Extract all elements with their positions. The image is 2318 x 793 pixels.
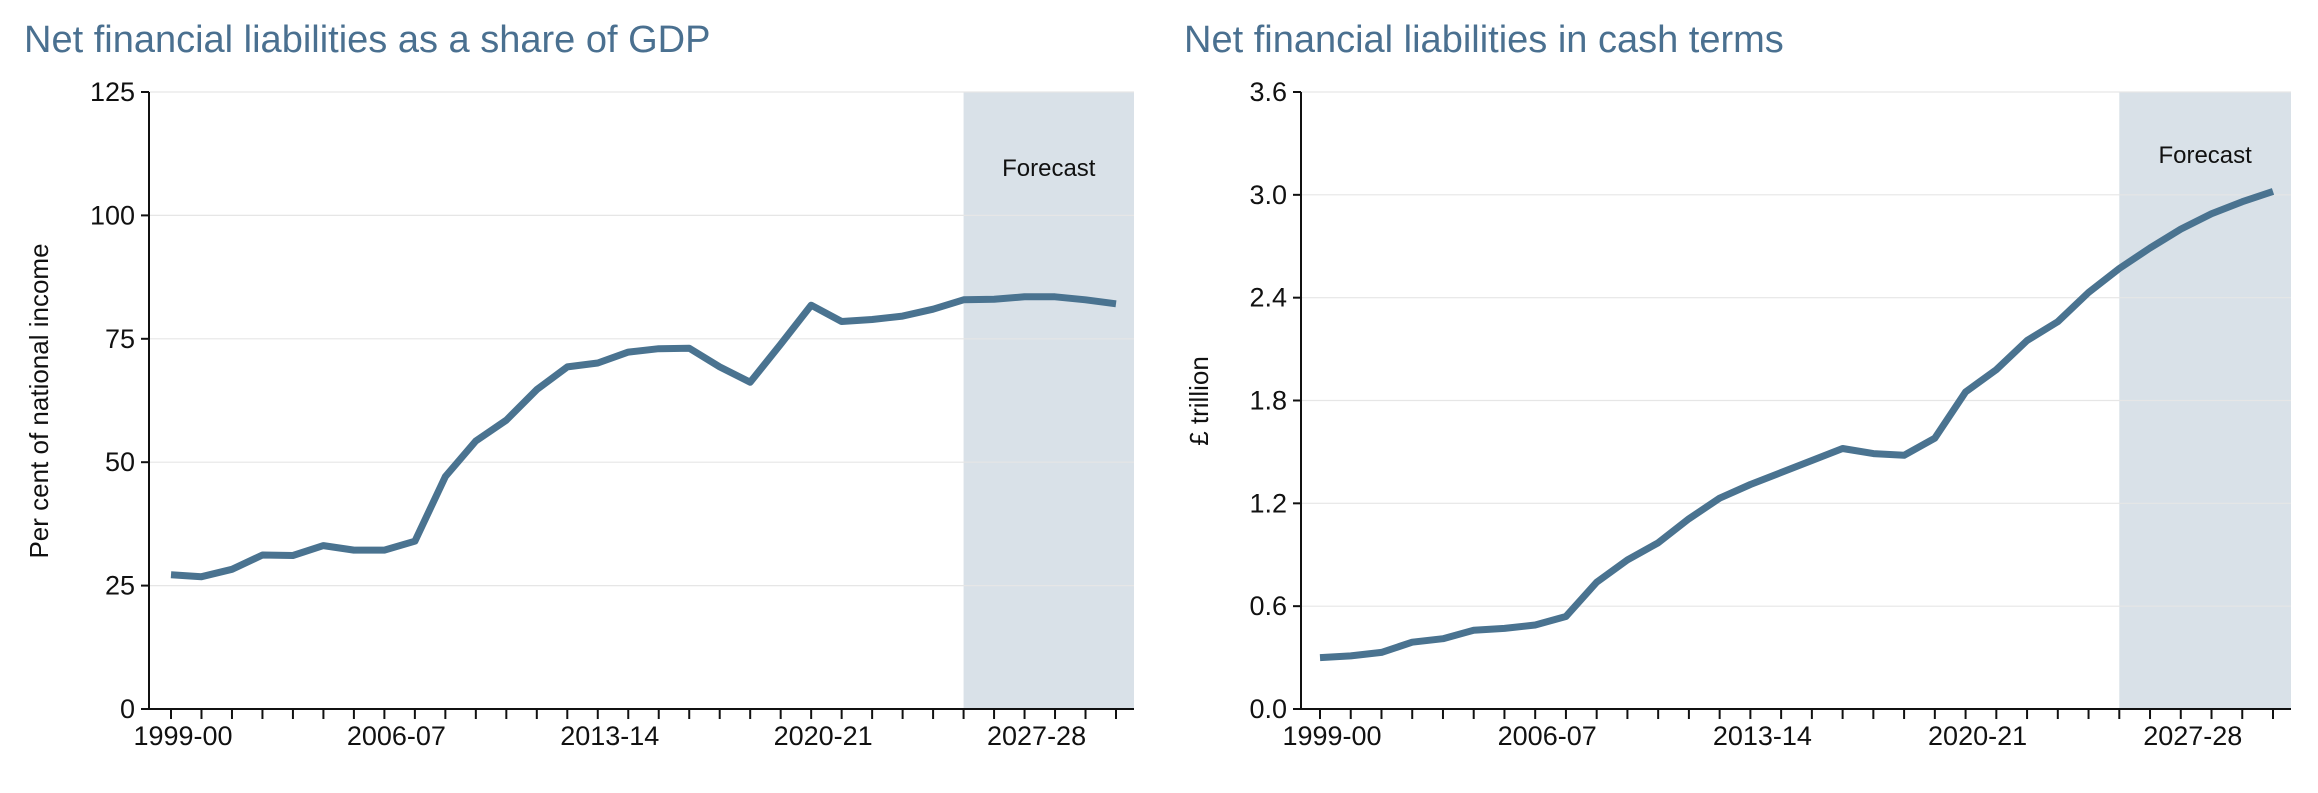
chart-share-of-gdp: Net financial liabilities as a share of … xyxy=(24,19,1134,751)
x-tick-label: 2020-21 xyxy=(1928,721,2027,751)
series-line xyxy=(170,293,1117,581)
y-tick-label: 0.0 xyxy=(1249,694,1287,724)
y-tick-label: 75 xyxy=(105,324,135,354)
y-tick-label: 3.0 xyxy=(1249,180,1287,210)
y-tick-label: 50 xyxy=(105,447,135,477)
y-tick-label: 0.6 xyxy=(1249,591,1287,621)
y-tick-label: 2.4 xyxy=(1249,283,1287,313)
x-tick-label: 2027-28 xyxy=(2143,721,2242,751)
x-tick-label: 2027-28 xyxy=(987,721,1086,751)
forecast-label: Forecast xyxy=(1002,155,1096,182)
forecast-shade xyxy=(963,92,1134,709)
chart-cash-terms: Net financial liabilities in cash terms … xyxy=(1184,19,2291,751)
y-tick-label: 100 xyxy=(90,200,135,230)
x-tick-label: 1999-00 xyxy=(1282,721,1381,751)
y-axis-label: Per cent of national income xyxy=(24,243,54,558)
y-tick-label: 125 xyxy=(90,77,135,107)
series-line xyxy=(1319,188,2275,662)
chart-title: Net financial liabilities as a share of … xyxy=(24,19,710,61)
chart-title: Net financial liabilities in cash terms xyxy=(1184,19,1784,61)
y-tick-label: 1.2 xyxy=(1249,488,1287,518)
x-tick-label: 2006-07 xyxy=(347,721,446,751)
y-tick-label: 25 xyxy=(105,571,135,601)
x-tick-label: 2013-14 xyxy=(560,721,659,751)
x-tick-label: 2020-21 xyxy=(774,721,873,751)
x-tick-label: 1999-00 xyxy=(133,721,232,751)
y-tick-label: 0 xyxy=(120,694,135,724)
x-tick-label: 2013-14 xyxy=(1713,721,1812,751)
y-axis-label: £ trillion xyxy=(1184,356,1214,446)
y-tick-label: 3.6 xyxy=(1249,77,1287,107)
x-tick-label: 2006-07 xyxy=(1498,721,1597,751)
y-tick-label: 1.8 xyxy=(1249,386,1287,416)
forecast-label: Forecast xyxy=(2158,142,2252,169)
